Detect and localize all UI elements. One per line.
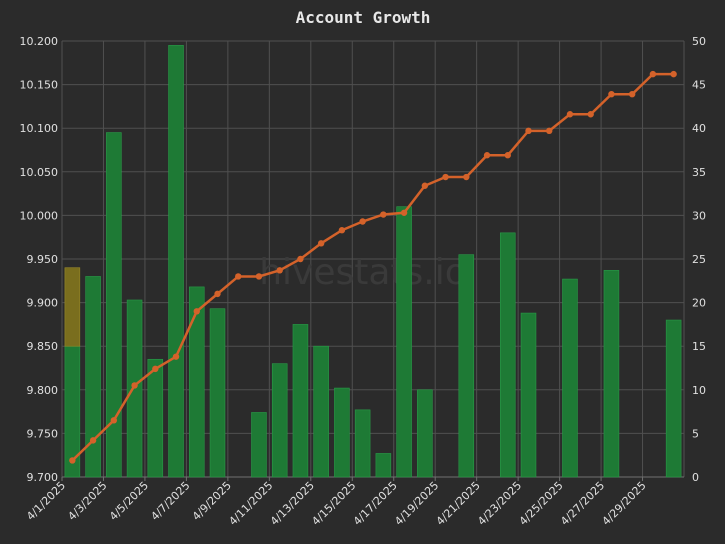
- x-tick-label: 4/17/2025: [351, 479, 400, 528]
- y-axis-right: 0 5 10 15 20 25 30 35 40 45 50: [692, 35, 706, 484]
- x-tick-label: 4/23/2025: [475, 479, 524, 528]
- x-tick-label: 4/15/2025: [309, 479, 358, 528]
- line-point: [89, 437, 97, 444]
- line-point: [317, 240, 325, 247]
- line-point: [463, 173, 470, 181]
- line-point: [69, 457, 76, 464]
- x-tick-label: 4/19/2025: [392, 479, 441, 528]
- y-left-tick-label: 10.050: [20, 166, 59, 179]
- y-right-tick-label: 10: [692, 384, 706, 397]
- y-left-tick-label: 9.950: [27, 253, 59, 266]
- line-point: [608, 90, 615, 98]
- y-left-tick-label: 9.700: [27, 471, 59, 484]
- y-right-tick-label: 25: [692, 253, 706, 266]
- line-point: [442, 173, 449, 181]
- x-tick-label: 4/1/2025: [24, 479, 68, 523]
- bar: [500, 232, 516, 478]
- chart-title: Account Growth: [296, 8, 431, 27]
- growth-line: [71, 72, 674, 462]
- y-left-tick-label: 9.900: [27, 297, 59, 310]
- bar: [603, 270, 620, 478]
- y-left-tick-label: 10.150: [20, 79, 59, 92]
- bar: [271, 363, 288, 478]
- x-axis: 4/1/20254/3/20254/5/20254/7/20254/9/2025…: [24, 477, 649, 528]
- bar: [458, 254, 475, 478]
- bar: [168, 45, 184, 478]
- bar: [85, 276, 101, 478]
- line-point: [670, 70, 677, 78]
- x-tick-label: 4/13/2025: [268, 479, 317, 528]
- x-tick-label: 4/25/2025: [517, 479, 566, 528]
- y-left-tick-label: 9.800: [27, 384, 59, 397]
- bar: [562, 278, 578, 478]
- line-point: [483, 152, 491, 159]
- bar: [209, 308, 226, 478]
- line-point: [214, 290, 221, 298]
- line-point: [566, 111, 574, 118]
- line-point: [235, 273, 242, 280]
- bar: [106, 132, 122, 478]
- x-tick-label: 4/27/2025: [558, 479, 607, 528]
- y-right-tick-label: 20: [692, 297, 706, 310]
- line-point: [131, 382, 138, 389]
- line-point: [525, 127, 532, 135]
- bar-highlight: [64, 267, 81, 347]
- y-left-tick-label: 9.750: [27, 427, 59, 440]
- x-tick-label: 4/29/2025: [600, 479, 649, 528]
- y-right-tick-label: 5: [692, 427, 699, 440]
- y-right-tick-label: 35: [692, 166, 706, 179]
- x-tick-label: 4/21/2025: [434, 479, 483, 528]
- bar: [334, 387, 350, 478]
- bar-series: [64, 45, 682, 478]
- bar: [313, 345, 329, 478]
- y-left-tick-label: 10.100: [20, 122, 59, 135]
- line-point: [276, 267, 283, 274]
- line-point: [338, 227, 346, 234]
- line-point: [380, 211, 387, 218]
- bar: [417, 389, 433, 478]
- y-right-tick-label: 15: [692, 340, 706, 353]
- y-right-tick-label: 50: [692, 35, 706, 48]
- grid: [61, 40, 685, 478]
- bar: [292, 324, 309, 478]
- line-point: [297, 255, 304, 263]
- line-point: [359, 218, 366, 225]
- y-left-tick-label: 10.000: [20, 209, 59, 222]
- y-right-tick-label: 0: [692, 471, 699, 484]
- bar: [665, 319, 682, 478]
- bar: [396, 206, 412, 478]
- bar: [375, 453, 392, 478]
- x-tick-label: 4/7/2025: [148, 479, 192, 523]
- y-right-tick-label: 30: [692, 209, 706, 222]
- line-point: [649, 70, 657, 78]
- watermark: hivestats.io: [259, 252, 467, 293]
- line-point: [421, 182, 429, 189]
- line-point: [193, 308, 200, 315]
- line-point: [628, 90, 636, 98]
- y-right-tick-label: 45: [692, 79, 706, 92]
- line-point: [110, 417, 118, 424]
- x-tick-label: 4/3/2025: [65, 479, 109, 523]
- line-point: [255, 273, 263, 280]
- line-point: [546, 127, 553, 135]
- line-point: [400, 209, 408, 216]
- bar: [189, 286, 205, 478]
- line-series: [69, 70, 677, 464]
- y-axis-left: 9.700 9.750 9.800 9.850 9.900 9.950 10.000 10.0…: [20, 35, 59, 484]
- y-left-tick-label: 10.200: [20, 35, 59, 48]
- y-right-tick-label: 40: [692, 122, 706, 135]
- bar: [147, 358, 164, 478]
- y-left-tick-label: 9.850: [27, 340, 59, 353]
- x-tick-label: 4/5/2025: [107, 479, 151, 523]
- x-tick-label: 4/11/2025: [226, 479, 275, 528]
- line-point: [504, 152, 511, 159]
- bar: [354, 409, 371, 478]
- bar: [251, 412, 267, 478]
- bar: [520, 312, 537, 478]
- line-point: [172, 353, 180, 360]
- line-point: [587, 111, 594, 118]
- line-point: [152, 365, 159, 373]
